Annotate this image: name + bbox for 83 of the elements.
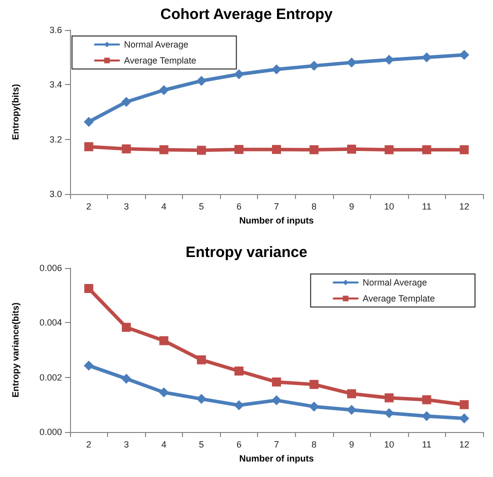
point [159,145,168,154]
x-tick-label: 11 [422,202,432,212]
point [272,395,282,406]
point [459,50,470,60]
legend-label: Average Template [362,294,435,304]
point [196,76,206,86]
point [346,404,357,415]
x-tick-label: 5 [198,202,204,212]
x-tick-label: 3 [124,440,129,450]
point [84,142,94,152]
point [234,366,244,376]
point [272,64,282,74]
point [121,374,132,384]
point [196,394,206,404]
point [310,145,319,154]
point [347,144,356,154]
point [121,96,132,107]
point [309,60,320,71]
point [384,408,394,418]
x-tick-label: 6 [236,202,242,212]
x-tick-label: 2 [86,202,92,212]
y-tick-label: 0.006 [39,263,62,273]
x-tick-label: 7 [274,202,280,212]
point [460,400,469,410]
legend-label: Normal Average [362,278,427,288]
x-tick-label: 6 [236,440,242,450]
x-axis-title: Number of inputs [239,454,314,464]
x-tick-label: 11 [422,440,432,450]
point [234,400,244,410]
x-tick-label: 12 [459,440,470,450]
point [158,387,169,398]
point [84,284,94,293]
y-tick-label: 3.0 [49,189,62,199]
point [84,360,94,371]
y-tick-label: 3.6 [49,25,62,35]
chart-title: Cohort Average Entropy [160,6,334,23]
x-tick-label: 12 [459,202,470,212]
x-tick-label: 9 [349,440,354,450]
y-tick-label: 3.4 [49,80,62,90]
y-tick-label: 0.004 [39,318,62,328]
legend-label: Normal Average [124,40,188,50]
x-tick-label: 5 [198,440,204,450]
y-axis-title: Entropy(bits) [10,84,20,140]
y-tick-label: 0.002 [39,372,62,382]
point [84,116,94,127]
point [347,389,356,398]
point [384,145,394,154]
x-tick-label: 2 [86,440,92,450]
point [384,54,394,65]
legend-label: Average Template [124,56,196,66]
point [422,411,432,422]
point [272,144,281,154]
point [196,355,206,364]
point [422,395,432,404]
point [272,377,281,386]
point [460,145,469,154]
x-tick-label: 3 [124,202,129,212]
point [422,52,432,62]
point [158,85,169,96]
y-axis-title: Entropy variance(bits) [10,302,20,398]
point [309,402,320,412]
point [122,144,131,154]
y-tick-label: 3.2 [49,134,62,144]
x-tick-label: 9 [349,202,354,212]
point [196,146,206,155]
x-tick-label: 8 [312,202,317,212]
y-tick-label: 0.000 [39,427,62,437]
x-tick-label: 10 [384,202,394,212]
point [422,145,432,154]
chart-title: Entropy variance [186,244,308,261]
point [234,144,244,154]
point [159,336,168,346]
point [122,322,131,332]
point [310,380,319,389]
x-tick-label: 4 [161,440,166,450]
x-tick-label: 7 [274,440,280,450]
point [459,413,470,424]
x-tick-label: 10 [384,440,394,450]
point [384,393,394,402]
point [234,69,244,80]
x-axis-title: Number of inputs [239,216,314,226]
x-tick-label: 4 [161,202,166,212]
x-tick-label: 8 [312,440,317,450]
